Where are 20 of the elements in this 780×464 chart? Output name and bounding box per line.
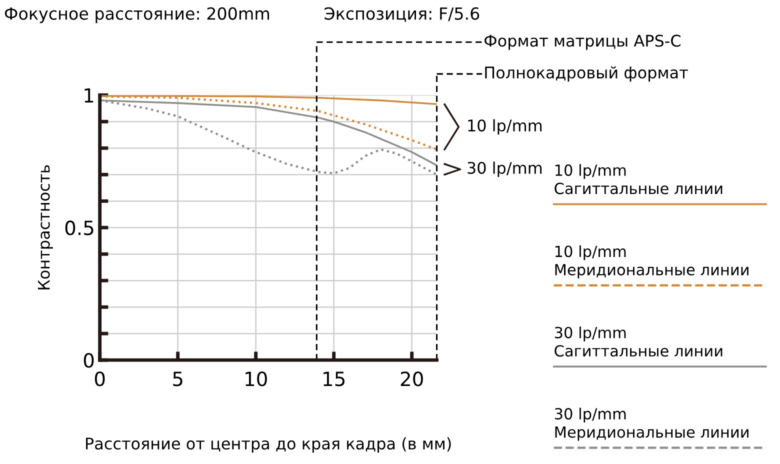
chart-title: Фокусное расстояние: 200mm (4, 7, 269, 24)
x-tick-label: 20 (400, 372, 423, 386)
y-tick-label: 0.5 (65, 220, 94, 236)
chart-subtitle: Экспозиция: F/5.6 (324, 7, 480, 22)
ref-line-label: Полнокадровый формат (485, 66, 688, 82)
ref-line-label: Формат матрицы APS-C (484, 34, 680, 50)
x-tick-label: 5 (173, 372, 182, 386)
annotation: 30 lp/mm (468, 162, 542, 178)
y-tick-label: 0 (84, 353, 94, 368)
text: 10 lp/mm Сагиттальные линии (554, 164, 722, 194)
annotation: 10 lp/mm (468, 119, 542, 135)
y-tick-label: 1 (84, 88, 94, 103)
text: 10 lp/mm Меридиональные линии (555, 245, 748, 278)
text: 30 lp/mm Меридиональные линии (554, 408, 748, 441)
x-tick-label: 10 (246, 372, 267, 386)
x-axis-title: Расстояние от центра до края кадра (в мм) (86, 437, 451, 453)
x-tick-label: 15 (324, 372, 345, 386)
text: 30 lp/mm Сагиттальные линии (554, 326, 722, 357)
x-tick-label: 0 (94, 372, 105, 386)
y-axis-title: Контрастность (38, 165, 53, 290)
